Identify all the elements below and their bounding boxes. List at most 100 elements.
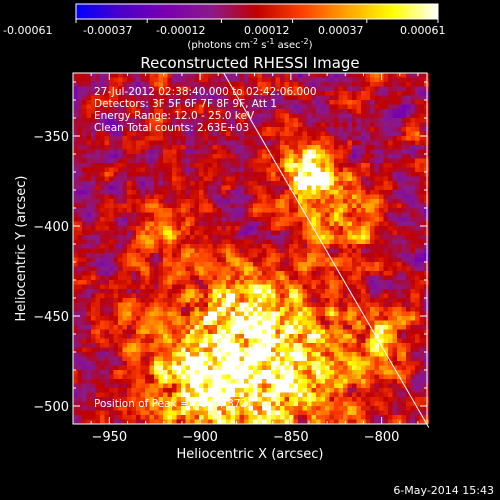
heatmap-cell [370,217,375,222]
heatmap-cell [338,347,344,353]
heatmap-cell [347,154,353,159]
heatmap-cell [419,82,425,87]
heatmap-cell [208,131,213,137]
heatmap-cell [356,158,362,164]
heatmap-cell [370,239,375,245]
heatmap-cell [221,266,227,272]
heatmap-cell [302,194,308,200]
heatmap-cell [284,100,290,105]
heatmap-cell [253,194,258,200]
heatmap-cell [289,262,294,267]
heatmap-cell [244,199,249,204]
heatmap-cell [365,77,371,83]
heatmap-cell [100,172,105,177]
heatmap-cell [302,289,308,294]
heatmap-cell [235,302,240,308]
heatmap-cell [307,113,312,119]
heatmap-cell [343,113,348,119]
heatmap-cell [221,320,227,326]
heatmap-cell [131,320,137,326]
heatmap-cell [212,181,218,186]
heatmap-cell [239,167,245,173]
heatmap-cell [185,91,191,96]
heatmap-cell [298,73,303,78]
heatmap-cell [136,289,141,294]
heatmap-cell [383,298,389,303]
heatmap-cell [383,91,389,96]
heatmap-cell [397,86,402,92]
heatmap-cell [401,266,407,272]
heatmap-cell [131,257,137,263]
heatmap-cell [199,325,204,330]
heatmap-cell [163,298,168,303]
heatmap-cell [320,235,326,240]
heatmap-cell [86,149,92,155]
heatmap-cell [343,226,348,231]
heatmap-cell [370,293,375,299]
heatmap-cell [271,167,276,173]
heatmap-cell [244,325,249,330]
heatmap-cell [91,248,96,254]
heatmap-cell [293,352,299,357]
heatmap-cell [316,122,321,128]
heatmap-cell [329,352,335,357]
heatmap-cell [244,77,249,83]
heatmap-cell [190,131,195,137]
heatmap-cell [212,176,218,182]
heatmap-cell [185,172,191,177]
heatmap-cell [190,113,195,119]
heatmap-cell [239,194,245,200]
heatmap-cell [257,185,263,191]
heatmap-cell [104,338,110,344]
heatmap-cell [86,127,92,132]
heatmap-cell [262,244,267,249]
heatmap-cell [365,271,371,276]
heatmap-cell [176,320,182,326]
heatmap-cell [379,208,384,213]
heatmap-cell [194,199,200,204]
heatmap-cell [199,154,204,159]
heatmap-cell [167,334,173,339]
heatmap-cell [356,109,362,114]
heatmap-cell [140,145,146,150]
heatmap-cell [104,253,110,258]
heatmap-cell [221,253,227,258]
heatmap-cell [352,262,357,267]
heatmap-cell [293,217,299,222]
heatmap-cell [190,320,195,326]
heatmap-cell [86,154,92,159]
heatmap-cell [388,293,393,299]
heatmap-cell [374,221,380,227]
heatmap-cell [194,149,200,155]
heatmap-cell [167,109,173,114]
heatmap-cell [410,91,416,96]
heatmap-cell [320,347,326,353]
heatmap-cell [379,329,384,335]
heatmap-cell [127,91,132,96]
heatmap-cell [203,95,209,101]
heatmap-cell [374,271,380,276]
heatmap-cell [325,347,330,353]
heatmap-cell [131,158,137,164]
heatmap-cell [212,316,218,321]
heatmap-cell [239,275,245,281]
heatmap-cell [298,104,303,110]
heatmap-cell [266,248,272,254]
heatmap-cell [235,307,240,312]
heatmap-cell [253,226,258,231]
heatmap-cell [392,172,398,177]
heatmap-cell [307,154,312,159]
heatmap-cell [370,100,375,105]
heatmap-cell [361,253,366,258]
heatmap-cell [419,199,425,204]
heatmap-cell [181,172,186,177]
heatmap-cell [199,190,204,195]
heatmap-cell [415,131,420,137]
heatmap-cell [302,266,308,272]
heatmap-cell [122,280,128,285]
heatmap-cell [104,316,110,321]
heatmap-cell [365,334,371,339]
heatmap-cell [212,307,218,312]
heatmap-cell [316,118,321,123]
heatmap-cell [374,298,380,303]
